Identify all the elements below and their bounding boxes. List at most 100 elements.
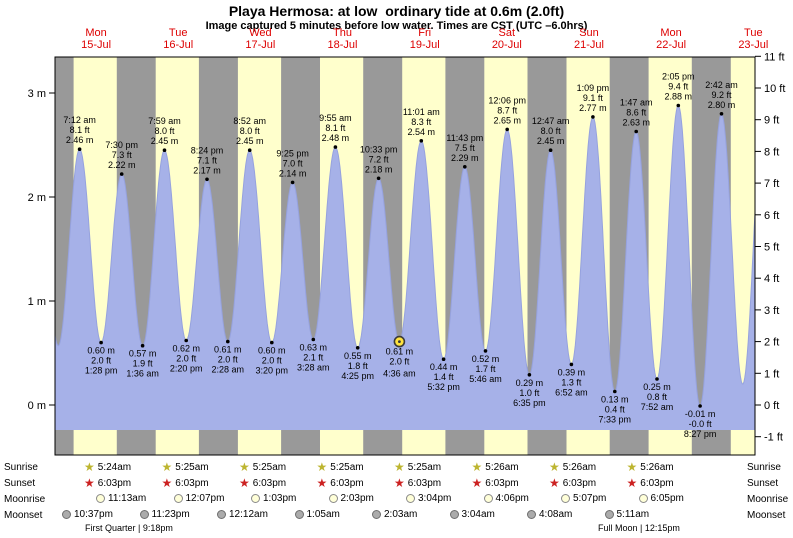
sunset-entry: ★ 6:03pm	[84, 477, 131, 489]
day-label: Mon 15-Jul	[81, 27, 111, 51]
moonrise-entry: 11:13am	[96, 493, 146, 504]
y-axis-left-label: 1 m	[28, 296, 46, 308]
high-tide-dot	[205, 177, 209, 182]
sunrise-star-icon: ★	[84, 460, 95, 474]
sunrise-entry: ★ 5:26am	[472, 461, 519, 473]
moonset-time: 2:03am	[384, 509, 418, 520]
day-label: Sat 20-Jul	[492, 27, 522, 51]
moonset-icon	[604, 510, 614, 519]
moonrise-entry: 1:03pm	[251, 493, 296, 504]
moonset-entry: 2:03am	[372, 509, 417, 520]
moonset-time: 11:23pm	[151, 509, 190, 520]
high-tide-annotation: 1:09 pm 9.1 ft 2.77 m	[577, 83, 610, 113]
sunset-star-icon: ★	[161, 476, 173, 490]
moonrise-time: 1:03pm	[263, 493, 297, 504]
tide-plot: 7:12 am 8.1 ft 2.46 m 0.60 m 2.0 ft 1:28 pm 7:…	[28, 27, 785, 456]
sunset-row: Sunset Sunset ★ 6:03pm ★ 6:03pm ★ 6:03pm ★ 6:03pm…	[0, 477, 793, 491]
day-label: Sun 21-Jul	[574, 27, 604, 51]
sunrise-star-icon: ★	[626, 460, 638, 474]
high-tide-dot	[376, 176, 381, 181]
sunset-star-icon: ★	[626, 476, 638, 490]
sunrise-time: 5:25am	[330, 461, 364, 473]
high-tide-annotation: 7:30 pm 7.3 ft 2.22 m	[105, 140, 138, 170]
y-axis-right-label: 11 ft	[764, 51, 785, 63]
high-tide-dot	[634, 129, 638, 134]
sunrise-entry: ★ 5:25am	[394, 461, 441, 473]
moonrise-entry: 2:03pm	[328, 493, 374, 504]
low-tide-dot	[441, 357, 446, 362]
plot-border	[54, 56, 756, 456]
moonset-time: 3:04am	[461, 509, 495, 520]
day-label: Fri 19-Jul	[410, 27, 440, 51]
moonset-entry: 4:08am	[527, 509, 572, 520]
sunrise-time: 5:25am	[252, 461, 287, 473]
moonset-entry: 1:05am	[294, 509, 340, 520]
day-label: Tue 16-Jul	[163, 27, 193, 51]
moonset-time: 1:05am	[306, 509, 340, 520]
moonrise-icon	[173, 494, 183, 503]
moonset-entry: 5:11am	[604, 509, 649, 520]
y-axis-right-label: 7 ft	[764, 178, 779, 190]
sunrise-entry: ★ 5:24am	[84, 461, 131, 473]
low-tide-annotation: 0.52 m 1.7 ft 5:46 am	[469, 354, 502, 384]
y-axis-left-label: 2 m	[28, 192, 46, 204]
sunset-entry: ★ 6:03pm	[394, 477, 441, 489]
high-tide-dot	[505, 127, 510, 132]
high-tide-dot	[247, 148, 252, 152]
moonset-icon	[62, 510, 71, 519]
chart-title: Playa Hermosa: at low ordinary tide at 0…	[228, 3, 565, 19]
sunrise-entry: ★ 5:26am	[549, 461, 596, 473]
low-tide-dot	[527, 373, 532, 377]
moonrise-entry: 3:04pm	[406, 493, 451, 504]
high-tide-dot	[463, 165, 467, 169]
moonset-label-left: Moonset	[4, 510, 43, 521]
moonset-entry: 12:12am	[217, 509, 268, 520]
y-axis-right-label: 5 ft	[764, 242, 779, 254]
low-tide-dot	[569, 362, 574, 367]
sunset-time: 6:03pm	[485, 477, 519, 489]
low-tide-dot	[483, 349, 488, 353]
sunset-label-right: Sunset	[747, 478, 779, 489]
moonset-label-right: Moonset	[747, 510, 786, 521]
high-tide-dot	[719, 112, 724, 116]
moonset-entry: 3:04am	[449, 509, 495, 520]
y-axis-right-label: 8 ft	[764, 146, 779, 158]
moonrise-time: 5:07pm	[573, 493, 607, 504]
low-tide-dot	[226, 339, 230, 344]
sunrise-star-icon: ★	[161, 460, 173, 474]
high-tide-annotation: 12:47 am 8.0 ft 2.45 m	[532, 116, 570, 146]
high-tide-annotation: 7:12 am 8.1 ft 2.46 m	[63, 115, 96, 145]
high-tide-dot	[77, 147, 82, 151]
y-axis-right-label: 10 ft	[764, 83, 785, 95]
sunset-entry: ★ 6:03pm	[317, 477, 364, 489]
low-tide-dot	[270, 340, 274, 345]
y-axis-right-label: 2 ft	[764, 337, 779, 349]
sunset-entry: ★ 6:03pm	[549, 477, 596, 489]
sunset-star-icon: ★	[471, 476, 483, 490]
day-label: Thu 18-Jul	[328, 27, 358, 51]
moonrise-time: 4:06pm	[495, 493, 529, 504]
sunrise-star-icon: ★	[316, 460, 328, 474]
low-tide-dot	[140, 343, 145, 348]
low-tide-annotation: 0.61 m 2.0 ft 4:36 am	[383, 347, 416, 379]
sunset-star-icon: ★	[394, 476, 405, 490]
low-tide-dot	[613, 389, 617, 394]
moon-phase-label: First Quarter | 9:18pm	[85, 523, 173, 533]
moon-phase-label: Full Moon | 12:15pm	[598, 523, 680, 533]
sunset-time: 6:03pm	[97, 477, 132, 489]
moonset-icon	[217, 510, 226, 519]
sunrise-entry: ★ 5:26am	[627, 461, 674, 473]
moonrise-icon	[406, 494, 415, 503]
low-tide-annotation: 0.60 m 2.0 ft 1:28 pm	[85, 346, 118, 376]
moonrise-row: Moonrise Moonrise 11:13am 12:07pm 1:03pm 2:03…	[0, 493, 793, 507]
sunrise-star-icon: ★	[394, 460, 405, 474]
high-tide-dot	[676, 103, 681, 108]
moonset-entry: 11:23pm	[139, 509, 190, 520]
high-tide-annotation: 10:33 pm 7.2 ft 2.18 m	[360, 144, 398, 174]
low-tide-annotation: 0.25 m 0.8 ft 7:52 am	[641, 382, 674, 412]
moonset-entry: 10:37pm	[62, 509, 113, 520]
sunset-label-left: Sunset	[4, 478, 36, 489]
high-tide-annotation: 1:47 am 8.6 ft 2.63 m	[620, 98, 653, 128]
